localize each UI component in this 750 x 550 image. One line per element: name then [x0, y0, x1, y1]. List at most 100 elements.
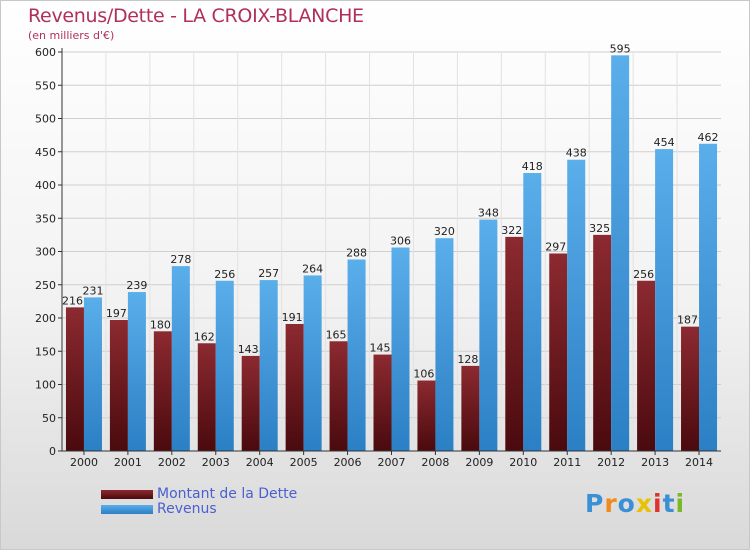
value-label-revenus: 438 [566, 147, 587, 160]
x-tick-label: 2002 [158, 456, 186, 469]
bar-dette [329, 341, 348, 451]
value-label-revenus: 256 [214, 268, 235, 281]
value-label-dette: 165 [326, 328, 347, 341]
value-label-dette: 256 [633, 268, 654, 281]
value-label-revenus: 257 [258, 267, 279, 280]
x-tick-label: 2006 [334, 456, 362, 469]
x-tick-label: 2011 [553, 456, 581, 469]
bar-revenus [479, 219, 498, 451]
logo-letter: t [662, 489, 676, 518]
value-label-revenus: 348 [478, 207, 499, 220]
x-tick-label: 2003 [202, 456, 230, 469]
bar-revenus [699, 143, 718, 451]
legend-label-dette: Montant de la Dette [157, 486, 298, 502]
value-label-dette: 162 [194, 330, 215, 343]
legend-swatch-dette [101, 490, 153, 499]
bar-revenus [655, 149, 674, 451]
value-label-dette: 143 [238, 343, 259, 356]
x-tick-label: 2004 [246, 456, 274, 469]
y-tick-label: 600 [35, 46, 56, 59]
value-label-revenus: 288 [346, 246, 367, 259]
bar-dette [109, 319, 128, 451]
value-label-revenus: 264 [302, 262, 323, 275]
bar-dette [549, 253, 568, 451]
bar-revenus [523, 173, 542, 451]
chart-subtitle: (en milliers d'€) [28, 29, 115, 42]
logo-letter: P [585, 489, 605, 518]
bar-revenus [171, 266, 190, 451]
x-tick-label: 2012 [597, 456, 625, 469]
y-tick-label: 500 [35, 113, 56, 126]
y-tick-label: 150 [35, 345, 56, 358]
x-tick-label: 2010 [509, 456, 537, 469]
value-label-revenus: 418 [522, 160, 543, 173]
bar-revenus [259, 280, 278, 451]
y-tick-label: 350 [35, 212, 56, 225]
bar-dette [461, 365, 480, 451]
bar-revenus [567, 159, 586, 452]
x-tick-label: 2008 [421, 456, 449, 469]
value-label-revenus: 454 [654, 136, 675, 149]
bar-dette [593, 234, 612, 451]
value-label-revenus: 239 [126, 279, 147, 292]
value-label-revenus: 306 [390, 235, 411, 248]
value-label-dette: 180 [150, 318, 171, 331]
value-label-dette: 145 [370, 342, 391, 355]
bar-dette [505, 236, 524, 451]
value-label-revenus: 320 [434, 225, 455, 238]
y-tick-label: 50 [42, 412, 56, 425]
value-label-revenus: 278 [170, 253, 191, 266]
logo-letter: i [653, 489, 663, 518]
logo-letter: o [617, 489, 636, 518]
value-label-dette: 216 [62, 294, 83, 307]
proxiti-logo: Proxiti [585, 489, 685, 518]
value-label-revenus: 231 [82, 284, 103, 297]
y-tick-label: 550 [35, 79, 56, 92]
logo-letter: x [635, 489, 653, 518]
value-label-dette: 325 [589, 222, 610, 235]
value-label-revenus: 462 [698, 131, 719, 144]
bar-revenus [215, 280, 234, 451]
x-tick-label: 2007 [378, 456, 406, 469]
legend-swatch-revenus [101, 505, 153, 514]
bar-dette [637, 280, 656, 451]
bar-revenus [611, 55, 630, 451]
bar-revenus [435, 238, 454, 451]
x-tick-label: 2005 [290, 456, 318, 469]
y-tick-label: 300 [35, 246, 56, 259]
value-label-dette: 322 [501, 224, 522, 237]
bar-dette [681, 326, 700, 451]
value-label-dette: 106 [413, 368, 434, 381]
value-label-dette: 297 [545, 240, 566, 253]
bar-revenus [127, 292, 146, 451]
y-tick-label: 100 [35, 379, 56, 392]
x-tick-label: 2001 [114, 456, 142, 469]
y-tick-label: 450 [35, 146, 56, 159]
bar-dette [417, 380, 436, 451]
bar-revenus [391, 247, 410, 451]
bar-dette [241, 355, 260, 451]
x-tick-label: 2000 [70, 456, 98, 469]
value-label-dette: 187 [677, 314, 698, 327]
logo-letter: r [604, 489, 618, 518]
bar-revenus [347, 259, 366, 451]
bar-revenus [83, 297, 102, 451]
chart-title: Revenus/Dette - LA CROIX-BLANCHE [28, 5, 364, 27]
bar-dette [285, 323, 304, 451]
x-tick-label: 2013 [641, 456, 669, 469]
value-label-dette: 197 [106, 307, 127, 320]
value-label-dette: 191 [282, 311, 303, 324]
logo-letter: i [675, 489, 686, 518]
y-tick-label: 0 [49, 445, 56, 458]
bar-dette [65, 307, 84, 451]
y-tick-label: 400 [35, 179, 56, 192]
legend-label-revenus: Revenus [157, 501, 217, 517]
x-tick-label: 2009 [465, 456, 493, 469]
x-tick-label: 2014 [685, 456, 713, 469]
bar-dette [373, 354, 392, 451]
y-tick-label: 250 [35, 279, 56, 292]
bar-dette [153, 331, 172, 451]
y-tick-label: 200 [35, 312, 56, 325]
